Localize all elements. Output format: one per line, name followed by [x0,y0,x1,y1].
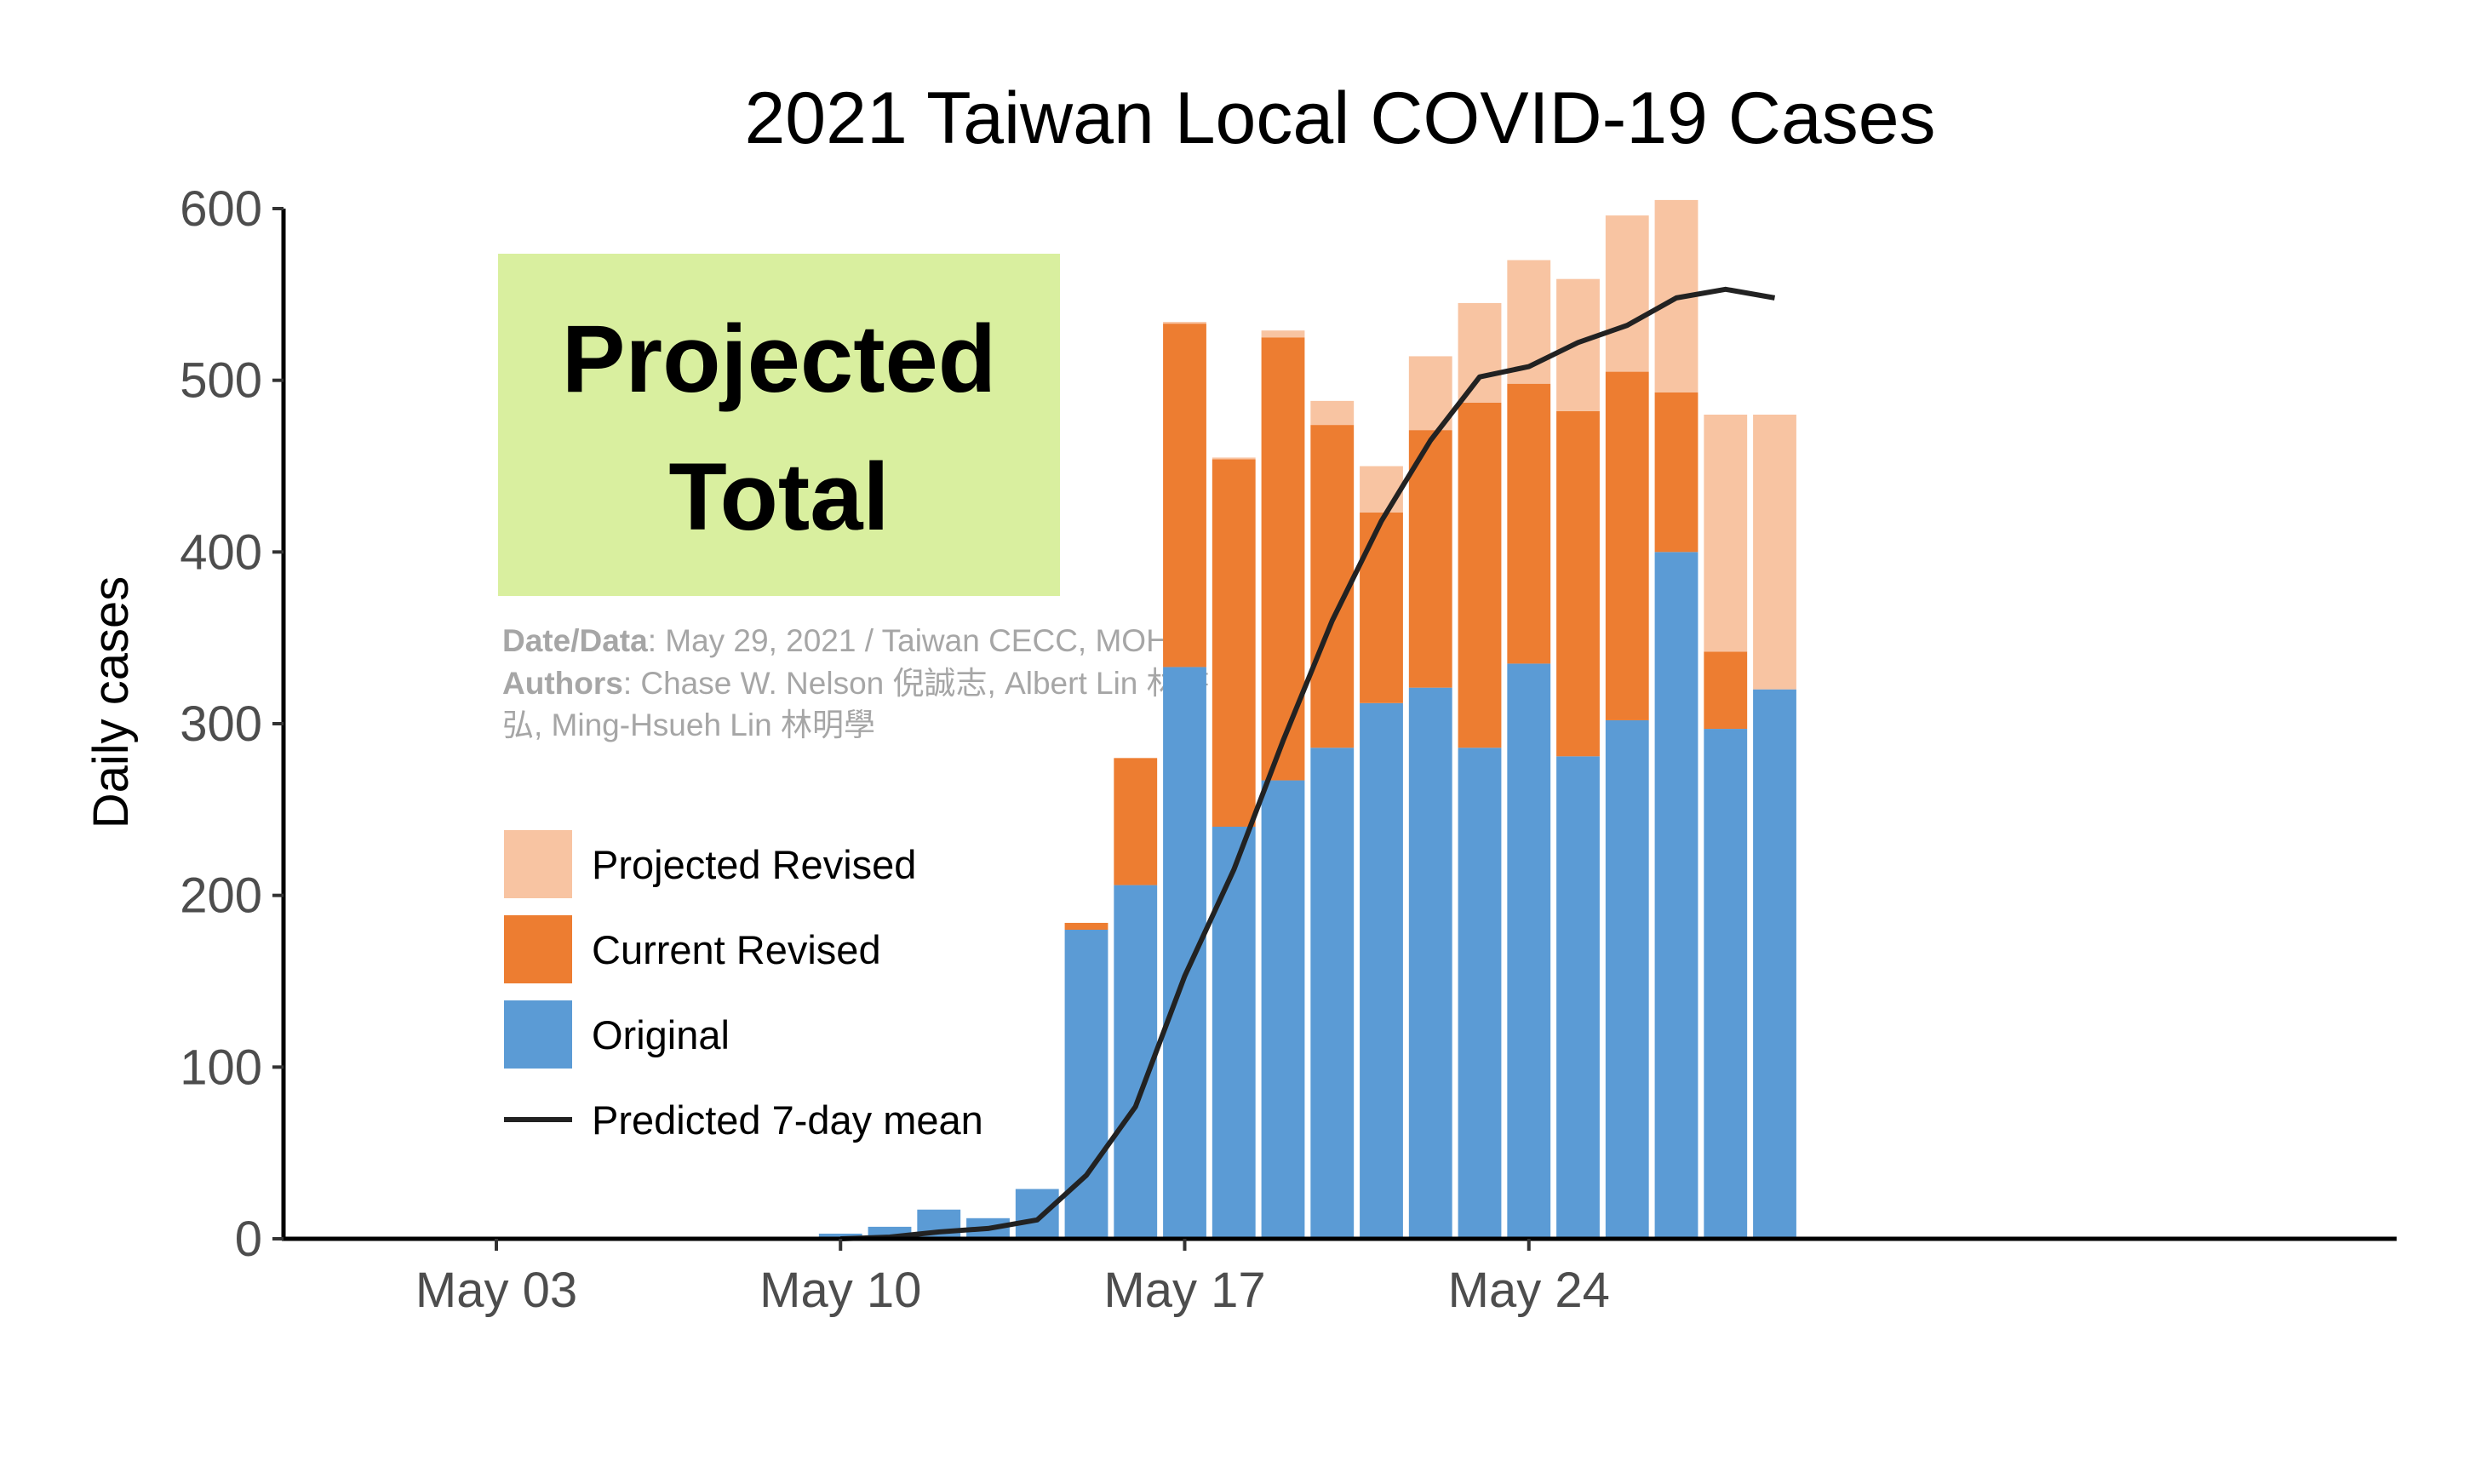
bar-original-may-27 [1654,552,1699,1239]
bar-projected-revised-may-21 [1360,466,1403,513]
bar-projected-revised-may-29 [1753,415,1796,690]
bar-original-may-10 [818,1233,862,1239]
stamp-line-2: Total [668,444,889,550]
bar-current-revised-may-17 [1163,324,1206,668]
y-axis-title: Daily cases [83,576,139,829]
legend-label-predicted-7-day-mean: Predicted 7-day mean [592,1097,983,1143]
x-tick-label-may-03: May 03 [415,1263,577,1318]
stamp-line-1: Projected [562,306,996,412]
legend-label-original: Original [592,1012,730,1057]
bar-projected-revised-may-26 [1605,215,1649,372]
bar-original-may-25 [1556,756,1600,1239]
bar-original-may-29 [1753,689,1796,1239]
y-tick-label-300: 300 [180,696,262,752]
y-tick-label-0: 0 [235,1212,262,1267]
y-tick-label-400: 400 [180,524,262,580]
bar-current-revised-may-21 [1360,512,1403,703]
bar-original-may-26 [1605,719,1649,1239]
bar-original-may-21 [1360,702,1403,1239]
legend-label-projected-revised: Projected Revised [592,842,916,887]
bar-original-may-14 [1015,1189,1059,1239]
bar-original-may-18 [1212,827,1256,1239]
date-data-value: : May 29, 2021 / Taiwan CECC, MOHW [648,623,1199,658]
authors-line: Authors: Chase W. Nelson 倪誠志, Albert Lin… [502,666,1210,701]
bar-current-revised-may-25 [1556,410,1600,757]
bar-projected-revised-may-24 [1507,260,1551,384]
y-tick-label-600: 600 [180,181,262,237]
legend: Projected Revised Current Revised Original… [504,830,983,1143]
projected-total-stamp: Projected Total [498,254,1060,596]
bar-projected-revised-may-18 [1212,457,1256,460]
bar-original-may-22 [1408,687,1452,1239]
chart-title: 2021 Taiwan Local COVID-19 Cases [744,77,1935,159]
bar-original-may-20 [1310,748,1355,1239]
bar-projected-revised-may-20 [1310,400,1355,426]
line-layer [840,286,1776,1241]
legend-swatch-current-revised [504,915,572,983]
bar-current-revised-may-16 [1114,758,1158,885]
bar-current-revised-may-18 [1212,459,1256,827]
bar-projected-revised-may-23 [1458,302,1502,403]
bar-projected-revised-may-19 [1261,330,1305,338]
bar-projected-revised-may-17 [1163,322,1206,324]
y-tick-label-100: 100 [180,1040,262,1095]
bar-projected-revised-may-28 [1704,415,1748,652]
axes-layer: 0 100 200 300 400 500 600 May 03 May 10 May 17 May… [180,181,2397,1318]
bar-current-revised-may-22 [1408,430,1452,688]
bars-layer [818,199,1796,1239]
bar-current-revised-may-24 [1507,383,1551,664]
bar-current-revised-may-15 [1064,922,1108,930]
bar-current-revised-may-23 [1458,402,1502,748]
date-data-line: Date/Data: May 29, 2021 / Taiwan CECC, M… [502,623,1199,658]
x-tick-label-may-10: May 10 [759,1263,921,1318]
y-tick-label-200: 200 [180,868,262,924]
x-tick-label-may-17: May 17 [1103,1263,1265,1318]
bar-original-may-24 [1507,663,1551,1239]
y-tick-label-500: 500 [180,353,262,409]
stamp-background [498,254,1060,596]
authors-value-line-1: : Chase W. Nelson 倪誠志, Albert Lin 林書 [623,666,1210,701]
bar-current-revised-may-19 [1261,337,1305,781]
legend-swatch-projected-revised [504,830,572,898]
credits-note: Date/Data: May 29, 2021 / Taiwan CECC, M… [502,623,1210,742]
predicted-7-day-mean-line [840,286,1776,1241]
bar-current-revised-may-26 [1605,371,1649,720]
bar-current-revised-may-28 [1704,651,1748,730]
legend-label-current-revised: Current Revised [592,927,881,972]
bar-original-may-19 [1261,780,1305,1239]
bar-original-may-28 [1704,729,1748,1239]
date-data-key: Date/Data [502,623,648,658]
x-tick-label-may-24: May 24 [1448,1263,1610,1318]
legend-swatch-original [504,1000,572,1069]
bar-current-revised-may-27 [1654,392,1699,553]
authors-key: Authors [502,666,623,701]
bar-original-may-17 [1163,667,1206,1239]
authors-value-line-2: 弘, Ming-Hsueh Lin 林明學 [502,708,875,742]
bar-original-may-23 [1458,748,1502,1239]
